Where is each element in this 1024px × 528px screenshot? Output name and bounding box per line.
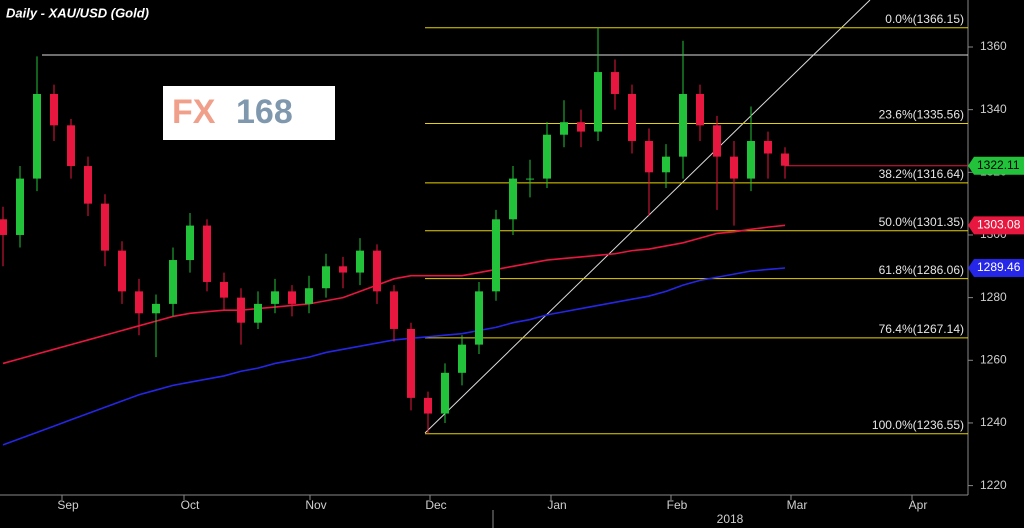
candle-body bbox=[645, 140, 653, 173]
y-tick-label: 1240 bbox=[980, 415, 1007, 429]
candle-body bbox=[747, 140, 755, 179]
candle-body bbox=[543, 134, 551, 179]
candle-body bbox=[0, 219, 7, 235]
x-tick-label: Jan bbox=[547, 498, 566, 512]
candle-body bbox=[152, 303, 160, 314]
y-tick-label: 1360 bbox=[980, 39, 1007, 53]
fib-label: 0.0%(1366.15) bbox=[885, 12, 964, 26]
x-tick-label: Sep bbox=[57, 498, 79, 512]
x-tick-label: Feb bbox=[667, 498, 688, 512]
candle-body bbox=[84, 166, 92, 204]
x-tick-label: Mar bbox=[787, 498, 808, 512]
x-tick-label: Apr bbox=[909, 498, 928, 512]
value-tag-label: 1289.46 bbox=[977, 260, 1021, 274]
candle-body bbox=[679, 93, 687, 157]
candle-body bbox=[441, 372, 449, 414]
y-tick-label: 1260 bbox=[980, 352, 1007, 366]
candle-body bbox=[67, 125, 75, 167]
candle-body bbox=[628, 93, 636, 141]
candle-body bbox=[305, 288, 313, 304]
candle-body bbox=[781, 153, 789, 166]
chart-title: Daily - XAU/USD (Gold) bbox=[6, 5, 149, 20]
candle-body bbox=[203, 225, 211, 282]
candle-body bbox=[237, 297, 245, 323]
candle-body bbox=[611, 72, 619, 94]
trend-line bbox=[424, 0, 871, 434]
candle-body bbox=[764, 140, 772, 154]
logo-number: 168 bbox=[236, 93, 293, 131]
candle-body bbox=[118, 250, 126, 292]
candle-body bbox=[730, 156, 738, 179]
candle-body bbox=[696, 93, 704, 126]
candle-body bbox=[16, 178, 24, 235]
candle-body bbox=[373, 250, 381, 292]
candle-body bbox=[135, 291, 143, 314]
candle-body bbox=[662, 156, 670, 173]
candle-body bbox=[594, 72, 602, 132]
candle-body bbox=[458, 344, 466, 373]
y-tick-label: 1220 bbox=[980, 478, 1007, 492]
candle-body bbox=[407, 328, 415, 398]
candle-body bbox=[271, 291, 279, 304]
candle-body bbox=[475, 291, 483, 345]
candle-body bbox=[33, 93, 41, 179]
candle-body bbox=[356, 250, 364, 273]
fib-label: 76.4%(1267.14) bbox=[879, 322, 964, 336]
x-tick-label: Nov bbox=[305, 498, 326, 512]
x-tick-label: Dec bbox=[425, 498, 446, 512]
logo: FX 168 bbox=[163, 86, 335, 140]
candle-body bbox=[526, 178, 534, 180]
candle-body bbox=[339, 266, 347, 273]
x-tick-label: Oct bbox=[181, 498, 200, 512]
y-tick-label: 1280 bbox=[980, 290, 1007, 304]
candle-body bbox=[560, 122, 568, 135]
value-tag bbox=[968, 258, 1024, 277]
year-label: 2018 bbox=[717, 512, 744, 526]
y-tick-label: 1340 bbox=[980, 102, 1007, 116]
moving-average-line bbox=[2, 224, 786, 365]
candle-body bbox=[186, 225, 194, 261]
fib-label: 50.0%(1301.35) bbox=[879, 215, 964, 229]
candle-body bbox=[424, 397, 432, 414]
candle-body bbox=[254, 303, 262, 323]
fib-label: 38.2%(1316.64) bbox=[879, 167, 964, 181]
value-tag bbox=[968, 156, 1024, 175]
fib-label: 61.8%(1286.06) bbox=[879, 263, 964, 277]
value-tag-label: 1322.11 bbox=[977, 158, 1020, 172]
candle-body bbox=[492, 219, 500, 292]
logo-box bbox=[163, 86, 335, 140]
candle-body bbox=[50, 93, 58, 126]
fib-label: 23.6%(1335.56) bbox=[879, 108, 964, 122]
candle-body bbox=[169, 260, 177, 304]
candle-body bbox=[220, 281, 228, 298]
value-tag bbox=[968, 216, 1024, 235]
candle-body bbox=[713, 125, 721, 157]
candle-body bbox=[577, 122, 585, 132]
candle-body bbox=[509, 178, 517, 220]
candle-body bbox=[390, 291, 398, 329]
candle-body bbox=[101, 203, 109, 251]
candle-body bbox=[288, 291, 296, 304]
candle-body bbox=[322, 266, 330, 289]
fib-label: 100.0%(1236.55) bbox=[872, 418, 964, 432]
value-tag-label: 1303.08 bbox=[977, 217, 1021, 231]
logo-fx: FX bbox=[172, 93, 216, 131]
